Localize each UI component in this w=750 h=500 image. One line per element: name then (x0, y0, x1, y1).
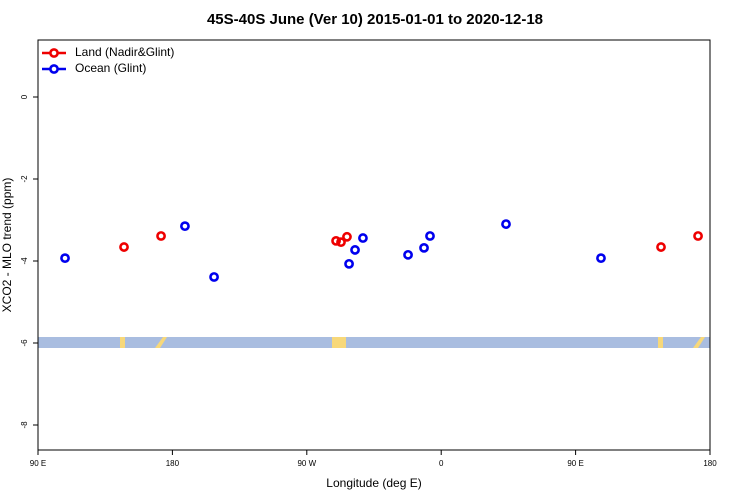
x-axis-label: Longitude (deg E) (326, 476, 421, 490)
y-tick-label: -4 (20, 257, 29, 265)
x-tick-label: 90 W (297, 459, 316, 468)
point (693, 231, 703, 241)
point (403, 249, 413, 260)
chart-title: 45S-40S June (Ver 10) 2015-01-01 to 2020… (207, 11, 543, 28)
x-tick-label: 180 (703, 459, 717, 468)
y-tick-label: 0 (20, 94, 29, 99)
x-tick-label: 90 E (567, 459, 583, 468)
y-tick-label: -6 (20, 339, 29, 347)
point (336, 237, 346, 248)
x-tick-label: 90 E (30, 459, 46, 468)
point (350, 245, 360, 255)
legend-label: Land (Nadir&Glint) (75, 45, 174, 59)
point (344, 258, 354, 269)
point (331, 235, 341, 246)
x-tick-label: 0 (439, 459, 444, 468)
legend-marker (49, 48, 59, 58)
y-tick-label: -2 (20, 175, 29, 183)
plot-frame (37, 39, 711, 451)
point (342, 231, 352, 242)
y-axis-label: XCO2 - MLO trend (ppm) (0, 178, 14, 313)
point (209, 272, 219, 282)
point (180, 221, 190, 232)
point (358, 233, 368, 243)
legend-marker (49, 64, 59, 74)
point (419, 242, 429, 253)
x-tick-label: 180 (166, 459, 180, 468)
point (596, 253, 606, 264)
map-strip (38, 337, 710, 348)
point (156, 231, 166, 241)
point (501, 219, 511, 229)
point (119, 242, 129, 252)
legend-label: Ocean (Glint) (75, 61, 146, 75)
point (60, 253, 70, 264)
point (425, 231, 435, 241)
y-tick-label: -8 (20, 421, 29, 429)
point (656, 242, 666, 252)
